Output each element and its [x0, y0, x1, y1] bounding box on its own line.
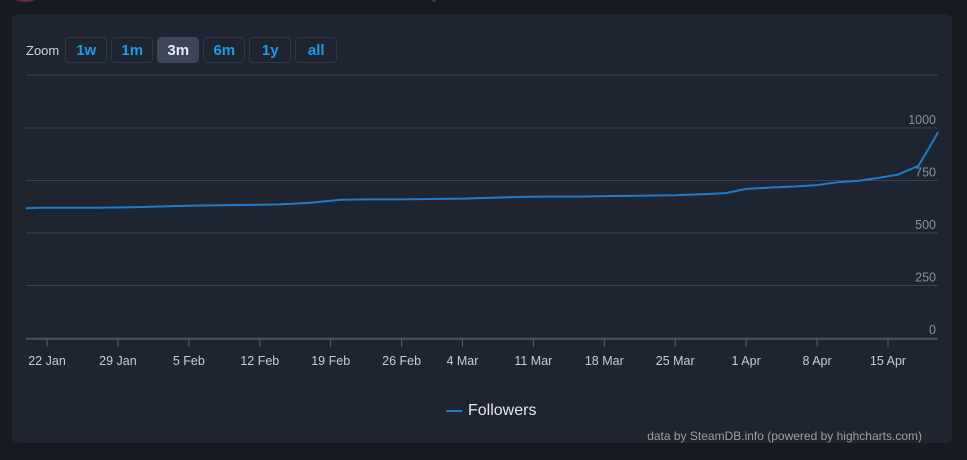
- y-tick-label-500: 500: [915, 218, 936, 232]
- legend-line-icon: [446, 410, 462, 412]
- x-tick-label: 19 Feb: [311, 354, 350, 368]
- followers-chart: 0 250 500 750 1000 22 Jan 29 Jan 5 Feb 12 Feb 19 …: [25, 74, 939, 368]
- avatar: [6, 0, 44, 2]
- x-tick-label: 12 Feb: [240, 354, 279, 368]
- x-tick-label: 15 Apr: [870, 354, 906, 368]
- y-tick-label-1000: 1000: [908, 113, 936, 127]
- x-tick-label: 5 Feb: [173, 354, 205, 368]
- x-tick-label: 25 Mar: [656, 354, 695, 368]
- legend-label: Followers: [468, 402, 537, 419]
- x-tick-label: 4 Mar: [446, 354, 478, 368]
- x-tick-label: 8 Apr: [802, 354, 831, 368]
- y-tick-label-0: 0: [929, 323, 936, 337]
- x-tick-label: 18 Mar: [585, 354, 624, 368]
- x-tick-label: 1 Apr: [732, 354, 761, 368]
- legend-item-followers[interactable]: Followers: [446, 402, 536, 420]
- y-tick-label-750: 750: [915, 166, 936, 180]
- header-decoration: [432, 0, 436, 2]
- zoom-button-1w[interactable]: 1w: [65, 37, 108, 63]
- x-tick-label: 22 Jan: [28, 354, 66, 368]
- zoom-label: Zoom: [26, 42, 60, 58]
- zoom-button-1y[interactable]: 1y: [249, 37, 292, 63]
- zoom-button-3m[interactable]: 3m: [157, 37, 200, 63]
- zoom-button-all[interactable]: all: [295, 37, 338, 63]
- zoom-toolbar: Zoom 1w 1m 3m 6m 1y all: [26, 36, 338, 64]
- x-tick-label: 29 Jan: [99, 354, 137, 368]
- y-tick-label-250: 250: [915, 271, 936, 285]
- series-line-followers: [25, 131, 939, 210]
- zoom-button-1m[interactable]: 1m: [111, 37, 154, 63]
- x-tick-label: 11 Mar: [514, 354, 552, 368]
- x-tick-label: 26 Feb: [382, 354, 421, 368]
- chart-panel: Zoom 1w 1m 3m 6m 1y all 0 250 500 750 1000 22…: [12, 14, 952, 443]
- chart-credits[interactable]: data by SteamDB.info (powered by highcha…: [647, 429, 922, 443]
- zoom-button-6m[interactable]: 6m: [203, 37, 246, 63]
